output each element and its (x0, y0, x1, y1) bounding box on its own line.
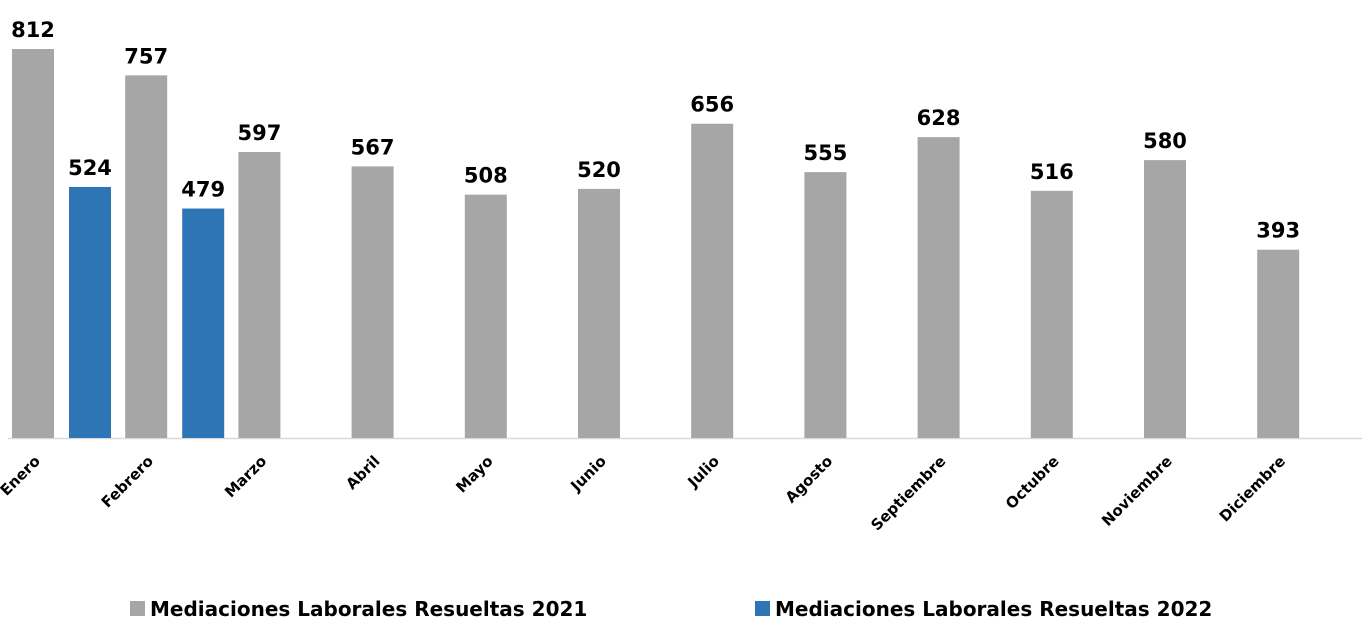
legend-swatch (755, 601, 770, 616)
bar (69, 186, 111, 438)
bar (691, 123, 734, 438)
x-tick-label: Agosto (782, 452, 836, 506)
value-label: 520 (577, 158, 621, 182)
value-label: 524 (68, 156, 112, 180)
legend-label: Mediaciones Laborales Resueltas 2022 (775, 597, 1212, 621)
legend-label: Mediaciones Laborales Resueltas 2021 (150, 597, 587, 621)
x-tick-label: Enero (0, 452, 44, 499)
x-tick-label: Julio (684, 452, 723, 491)
value-label: 656 (690, 93, 734, 117)
x-tick-label: Octubre (1002, 452, 1063, 513)
value-label: 479 (181, 178, 225, 202)
x-tick-label: Septiembre (867, 452, 949, 534)
value-label: 597 (237, 121, 281, 145)
bar (12, 49, 54, 438)
bar (1257, 249, 1300, 438)
value-label: 508 (464, 164, 508, 188)
value-label: 516 (1030, 160, 1074, 184)
bar (578, 188, 620, 438)
x-tick-label: Marzo (221, 452, 270, 501)
x-tick-label: Abril (342, 452, 383, 493)
bar (804, 172, 847, 439)
legend-swatch (130, 601, 145, 616)
value-label: 757 (124, 44, 168, 68)
bar (1030, 190, 1073, 438)
value-label: 628 (917, 106, 961, 130)
value-label: 393 (1256, 219, 1300, 243)
value-label: 567 (351, 135, 395, 159)
bar (464, 194, 507, 438)
value-label: 812 (11, 18, 55, 42)
x-tick-label: Febrero (98, 452, 157, 511)
bar (238, 151, 281, 438)
bar (351, 166, 394, 438)
x-tick-label: Mayo (452, 452, 496, 496)
bar (125, 75, 168, 439)
value-label: 555 (803, 141, 847, 165)
x-tick-label: Junio (566, 452, 609, 495)
bar (1144, 160, 1186, 438)
bar (182, 208, 225, 438)
value-label: 580 (1143, 129, 1187, 153)
x-tick-label: Noviembre (1098, 452, 1176, 530)
bar (917, 137, 960, 439)
x-tick-label: Diciembre (1216, 452, 1289, 525)
